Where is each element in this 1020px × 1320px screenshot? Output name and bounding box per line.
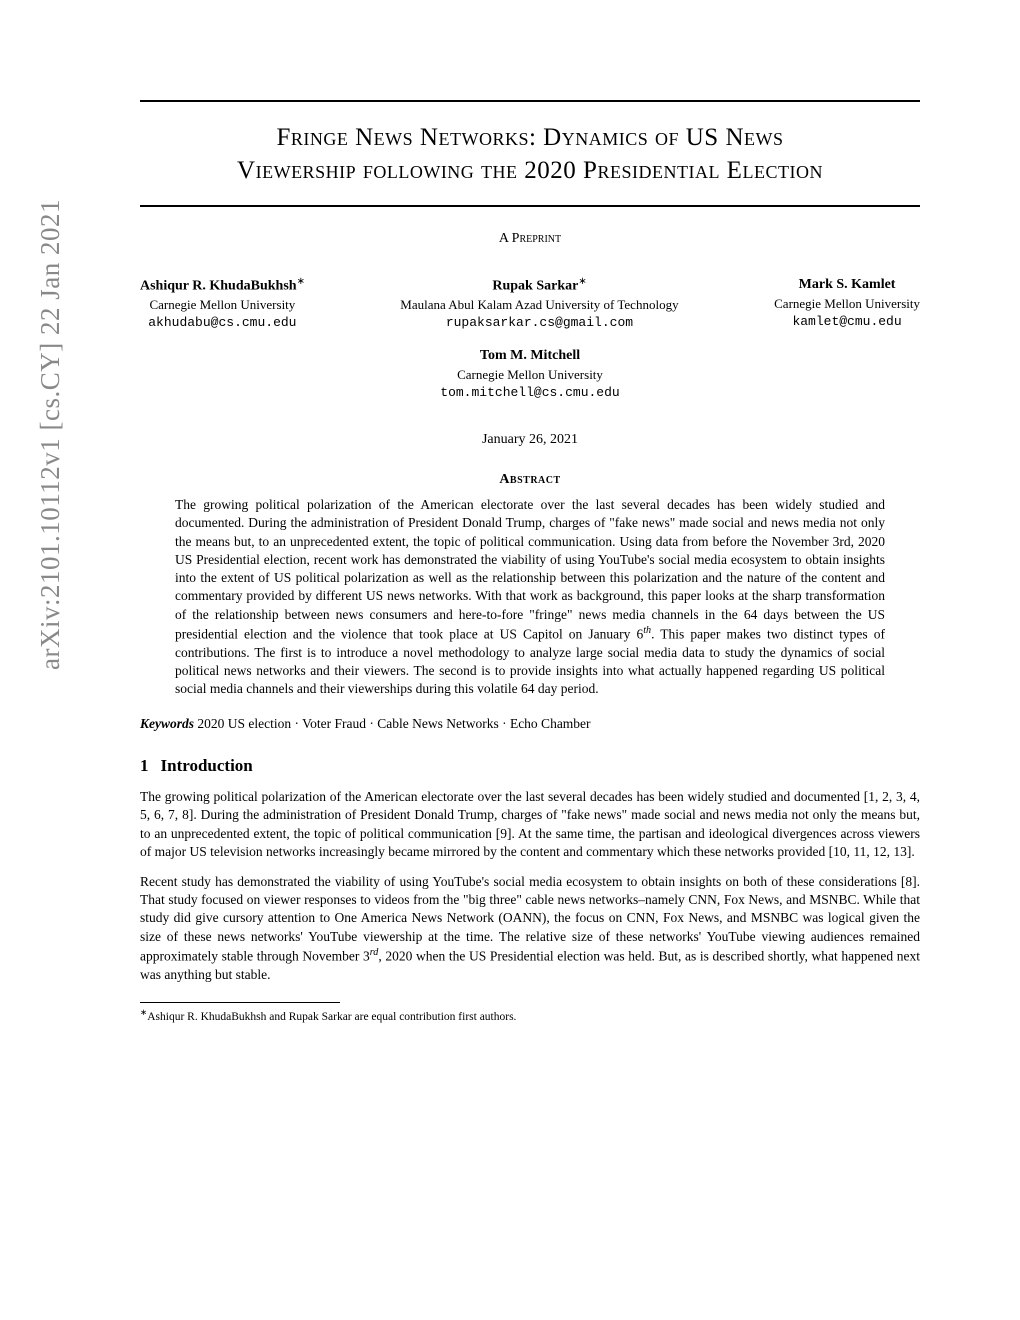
author-1-email: akhudabu@cs.cmu.edu xyxy=(140,314,305,332)
author-1-name: Ashiqur R. KhudaBukhsh xyxy=(140,278,297,293)
author-2-name: Rupak Sarkar xyxy=(492,278,578,293)
author-2-suffix: ∗ xyxy=(578,276,586,287)
page-content: Fringe News Networks: Dynamics of US New… xyxy=(0,0,1020,1065)
footnote-rule xyxy=(140,1002,340,1003)
paper-title: Fringe News Networks: Dynamics of US New… xyxy=(140,122,920,187)
author-1-affil: Carnegie Mellon University xyxy=(140,296,305,314)
keywords-line: Keywords 2020 US election · Voter Fraud … xyxy=(140,716,920,732)
publication-date: January 26, 2021 xyxy=(140,432,920,448)
author-2-affil: Maulana Abul Kalam Azad University of Te… xyxy=(400,296,678,314)
title-line-1: Fringe News Networks: Dynamics of US New… xyxy=(276,124,783,151)
author-3-affil: Carnegie Mellon University xyxy=(774,295,920,313)
abstract-sup: th xyxy=(643,625,651,636)
intro-para-1: The growing political polarization of th… xyxy=(140,788,920,861)
title-rule-bottom xyxy=(140,205,920,207)
author-4-email: tom.mitchell@cs.cmu.edu xyxy=(440,384,619,402)
title-line-2: Viewership following the 2020 Presidenti… xyxy=(237,157,823,184)
title-rule-top xyxy=(140,100,920,102)
section-1-heading: 1 Introduction xyxy=(140,756,920,776)
author-4: Tom M. Mitchell Carnegie Mellon Universi… xyxy=(440,346,619,402)
abstract-text: The growing political polarization of th… xyxy=(175,496,885,698)
author-4-affil: Carnegie Mellon University xyxy=(440,366,619,384)
keywords-text: 2020 US election · Voter Fraud · Cable N… xyxy=(194,716,591,731)
abstract-heading: Abstract xyxy=(140,472,920,488)
section-1-num: 1 xyxy=(140,756,149,775)
author-1-suffix: ∗ xyxy=(297,276,305,287)
author-1: Ashiqur R. KhudaBukhsh∗ Carnegie Mellon … xyxy=(140,275,305,332)
authors-row-1: Ashiqur R. KhudaBukhsh∗ Carnegie Mellon … xyxy=(140,275,920,332)
footnote: ∗Ashiqur R. KhudaBukhsh and Rupak Sarkar… xyxy=(140,1007,920,1025)
authors-row-2: Tom M. Mitchell Carnegie Mellon Universi… xyxy=(140,346,920,402)
author-3: Mark S. Kamlet Carnegie Mellon Universit… xyxy=(774,275,920,332)
author-3-name: Mark S. Kamlet xyxy=(799,277,896,292)
intro-para-2: Recent study has demonstrated the viabil… xyxy=(140,873,920,984)
author-2-email: rupaksarkar.cs@gmail.com xyxy=(400,314,678,332)
author-4-name: Tom M. Mitchell xyxy=(440,346,619,366)
keywords-label: Keywords xyxy=(140,716,194,731)
section-1-title: Introduction xyxy=(161,756,253,775)
author-2: Rupak Sarkar∗ Maulana Abul Kalam Azad Un… xyxy=(400,275,678,332)
abstract-text-part1: The growing political polarization of th… xyxy=(175,497,885,641)
author-3-email: kamlet@cmu.edu xyxy=(774,313,920,331)
preprint-label: A Preprint xyxy=(140,231,920,247)
footnote-text: Ashiqur R. KhudaBukhsh and Rupak Sarkar … xyxy=(147,1011,516,1023)
